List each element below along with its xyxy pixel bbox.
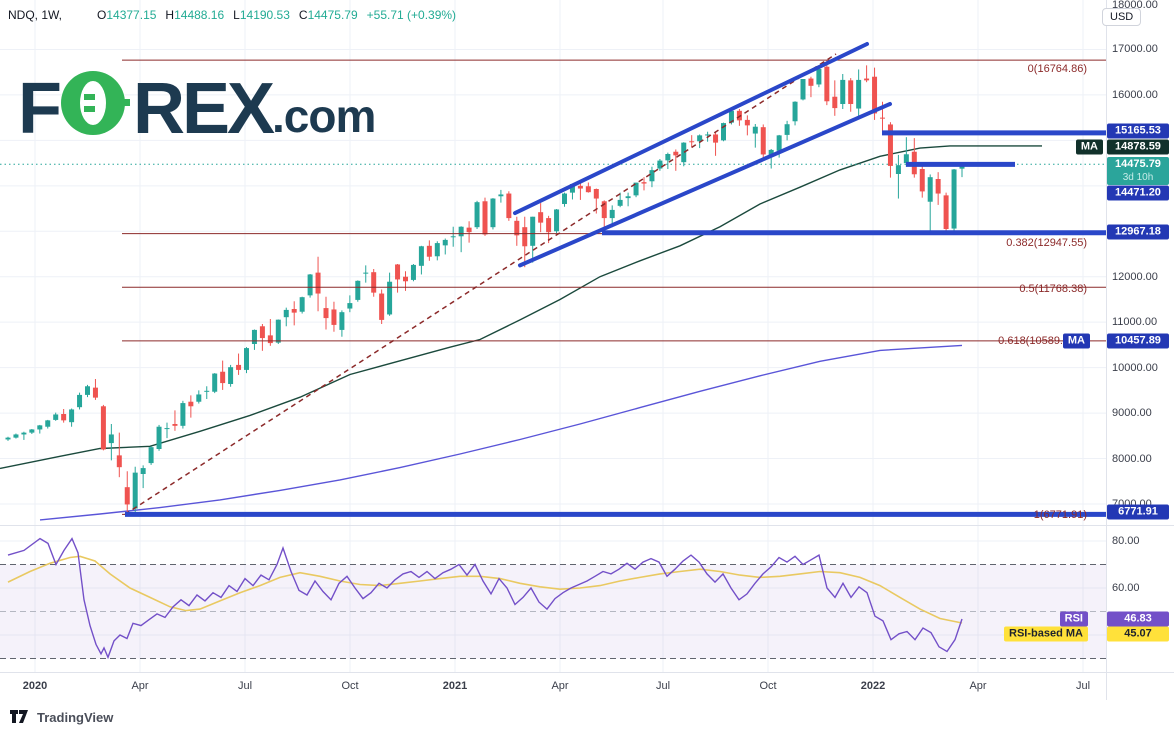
bar-countdown: 3d 10h xyxy=(1122,172,1154,183)
forex-o-coin-icon xyxy=(60,70,130,141)
ttick-label: Jul xyxy=(237,680,253,692)
ttick-label: Apr xyxy=(551,680,569,692)
watermark-dot-com: .com xyxy=(272,90,376,142)
fib-level-label: 0.5(11768.38) xyxy=(1019,283,1087,295)
ttick-label: Oct xyxy=(759,680,777,692)
ptick-label: 8000.00 xyxy=(1112,453,1152,465)
fib-100-price-label: 6771.91 xyxy=(1107,504,1169,520)
rtick-label: 80.00 xyxy=(1112,535,1140,547)
support-price-label-2: 12967.18 xyxy=(1107,224,1169,240)
rsi-value-label: 46.83 xyxy=(1107,611,1169,627)
legend-field: C14475.79 xyxy=(298,8,358,22)
ptick-label: 17000.00 xyxy=(1112,43,1158,55)
rtick-label: 60.00 xyxy=(1112,582,1140,594)
change-value: +55.71 (+0.39%) xyxy=(366,8,457,22)
ptick-label: 12000.00 xyxy=(1112,271,1158,283)
current-price-label: 14475.79 3d 10h xyxy=(1107,157,1169,185)
support-price-label-1: 14471.20 xyxy=(1107,185,1169,201)
ttick-label: 2021 xyxy=(442,680,468,692)
fib-level-label: 0.382(12947.55) xyxy=(1006,237,1087,249)
footer-bar: TradingView xyxy=(0,700,1174,734)
rsi-ma-tag: RSI-based MA xyxy=(1004,626,1088,642)
ttick-label: Apr xyxy=(969,680,987,692)
ttick-label: Apr xyxy=(131,680,149,692)
legend-field: H14488.16 xyxy=(165,8,225,22)
resistance-price-label: 15165.53 xyxy=(1107,123,1169,139)
ttick-label: 2020 xyxy=(22,680,48,692)
ttick-label: Oct xyxy=(341,680,359,692)
forex-com-watermark: F REX .com xyxy=(18,69,376,149)
symbol-title[interactable]: NDQ, 1W, xyxy=(8,8,63,22)
ptick-label: 18000.00 xyxy=(1112,0,1158,11)
ma-slow-tag: MA xyxy=(1062,333,1090,349)
ttick-label: Jul xyxy=(1075,680,1091,692)
ptick-label: 11000.00 xyxy=(1112,316,1158,328)
ma-slow-price-label: 10457.89 xyxy=(1107,333,1169,349)
ptick-label: 10000.00 xyxy=(1112,362,1158,374)
legend-field: L14190.53 xyxy=(233,8,290,22)
tradingview-logo-icon[interactable] xyxy=(10,709,29,725)
ma-fast-price-label: 14878.59 xyxy=(1107,139,1169,155)
watermark-letters-rex: REX xyxy=(132,69,275,149)
watermark-letter-f: F xyxy=(18,69,62,149)
fib-level-label: 0.618(10589. xyxy=(998,335,1063,347)
fib-level-label: 1(6771.91) xyxy=(1033,509,1087,521)
ttick-label: 2022 xyxy=(860,680,886,692)
symbol-legend[interactable]: NDQ, 1W, O14377.15 H14488.16 L14190.53 C144… xyxy=(8,8,456,22)
tradingview-brand-text[interactable]: TradingView xyxy=(37,709,114,725)
legend-field: O14377.15 xyxy=(97,8,157,22)
currency-toggle-button[interactable]: USD xyxy=(1102,8,1142,26)
ttick-label: Jul xyxy=(655,680,671,692)
fib-level-label: 0(16764.86) xyxy=(1027,63,1087,75)
rsi-tag: RSI xyxy=(1059,611,1088,627)
ma-fast-tag: MA xyxy=(1075,139,1103,155)
rsi-ma-value-label: 45.07 xyxy=(1107,626,1169,642)
ptick-label: 16000.00 xyxy=(1112,89,1158,101)
ptick-label: 9000.00 xyxy=(1112,407,1152,419)
